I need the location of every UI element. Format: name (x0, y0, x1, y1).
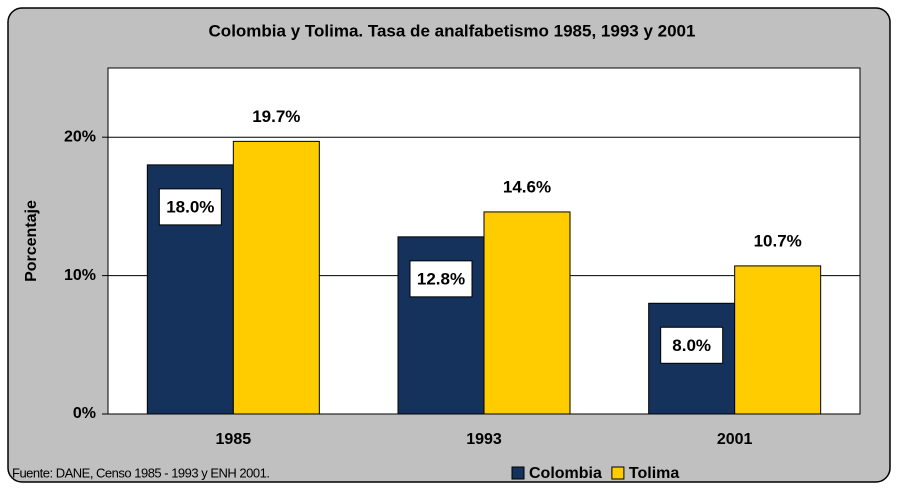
y-tick-label: 0% (73, 405, 96, 422)
x-tick-label: 1993 (466, 431, 502, 448)
data-label-box (158, 188, 222, 226)
bar (734, 265, 822, 415)
data-label: 8.0% (672, 336, 711, 355)
data-label: 14.6% (503, 177, 551, 196)
bar (232, 140, 320, 415)
x-tick-label: 2001 (717, 431, 753, 448)
data-label: 10.7% (754, 231, 802, 250)
data-label-box (660, 326, 724, 364)
chart-title: Colombia y Tolima. Tasa de analfabetismo… (209, 21, 696, 40)
data-label-box (409, 260, 473, 298)
data-label: 18.0% (166, 197, 214, 216)
y-tick-label: 10% (64, 267, 96, 284)
legend-swatch (511, 466, 525, 480)
x-tick-label: 1985 (216, 431, 252, 448)
legend-label: Tolima (629, 465, 679, 482)
bar (483, 211, 571, 415)
legend-label: Colombia (529, 465, 602, 482)
data-label: 12.8% (417, 269, 465, 288)
source-note: Fuente: DANE, Censo 1985 - 1993 y ENH 20… (12, 465, 269, 480)
y-axis-label: Porcentaje (23, 200, 40, 282)
y-tick-label: 20% (64, 128, 96, 145)
data-label: 19.7% (252, 107, 300, 126)
legend-swatch (611, 466, 625, 480)
